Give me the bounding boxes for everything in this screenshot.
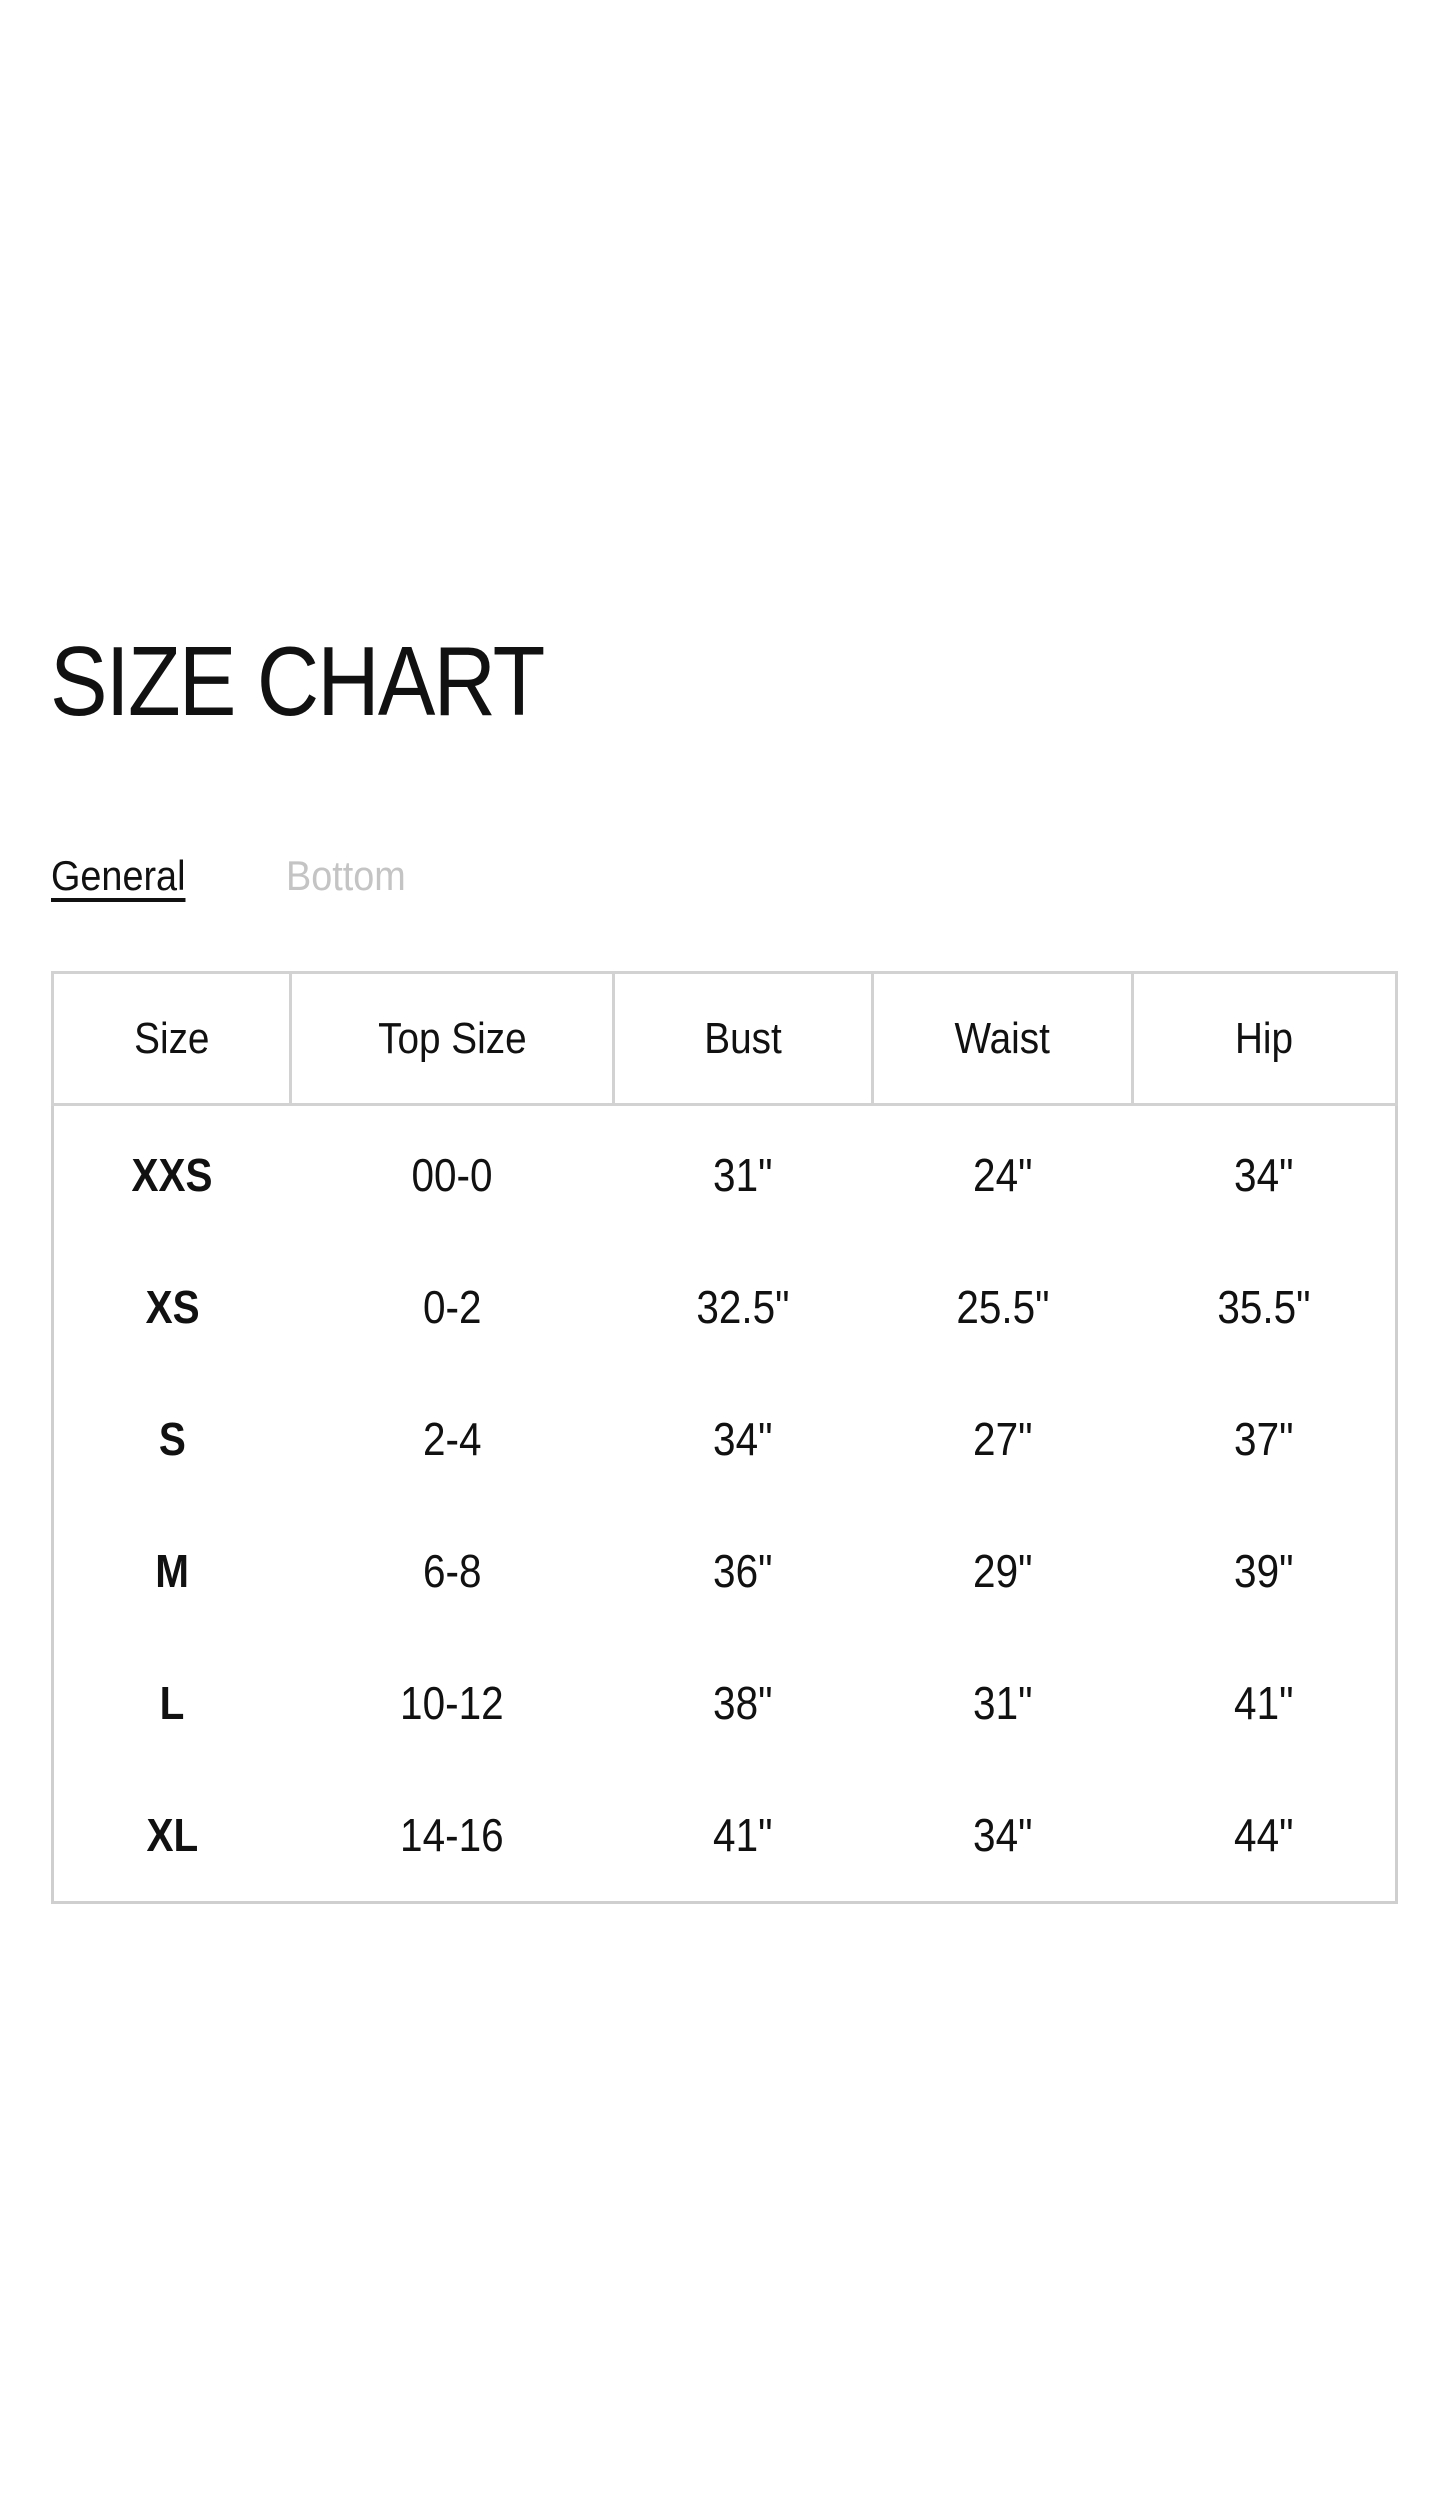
table-row: XXS 00-0 31" 24" 34" <box>53 1105 1397 1242</box>
table-cell: 32.5" <box>696 1281 790 1333</box>
table-cell: 6-8 <box>422 1545 482 1597</box>
table-cell: 34" <box>972 1809 1033 1861</box>
tab-general[interactable]: General <box>51 852 186 899</box>
table-row: M 6-8 36" 29" 39" <box>53 1505 1397 1637</box>
table-cell: 34" <box>1234 1149 1294 1201</box>
table-cell: 44" <box>1234 1809 1294 1861</box>
table-row: XS 0-2 32.5" 25.5" 35.5" <box>53 1241 1397 1373</box>
table-row: S 2-4 34" 27" 37" <box>53 1373 1397 1505</box>
column-header: Bust <box>612 971 874 1106</box>
size-label-cell: XL <box>146 1809 199 1861</box>
table-cell: 2-4 <box>422 1413 482 1465</box>
table-header-row: Size Top Size Bust Waist Hip <box>51 971 1398 1106</box>
table-cell: 14-16 <box>400 1809 504 1861</box>
tab-bottom[interactable]: Bottom <box>286 852 407 899</box>
column-header: Top Size <box>289 971 615 1106</box>
size-chart-tabs: General Bottom <box>51 852 419 900</box>
size-chart-table: Size Top Size Bust Waist Hip XXS 00-0 31" 2… <box>51 971 1398 1904</box>
table-cell: 41" <box>713 1809 773 1861</box>
size-label-cell: S <box>158 1413 186 1465</box>
size-label-cell: XS <box>145 1281 200 1333</box>
table-cell: 34" <box>713 1413 773 1465</box>
table-cell: 41" <box>1234 1677 1294 1729</box>
table-cell: 10-12 <box>400 1677 504 1729</box>
table-cell: 31" <box>972 1677 1033 1729</box>
table-cell: 24" <box>972 1149 1033 1201</box>
size-label-cell: M <box>155 1545 190 1597</box>
table-cell: 36" <box>713 1545 773 1597</box>
column-header: Size <box>51 971 292 1106</box>
page-title: SIZE CHART <box>50 626 545 736</box>
table-cell: 35.5" <box>1217 1281 1311 1333</box>
table-cell: 00-0 <box>411 1149 493 1201</box>
table-cell: 29" <box>972 1545 1033 1597</box>
table-row: XL 14-16 41" 34" 44" <box>53 1769 1397 1903</box>
size-label-cell: XXS <box>131 1149 213 1201</box>
column-header: Waist <box>871 971 1134 1106</box>
column-header: Hip <box>1131 971 1398 1106</box>
table-cell: 31" <box>713 1149 773 1201</box>
table-cell: 27" <box>972 1413 1033 1465</box>
table-row: L 10-12 38" 31" 41" <box>53 1637 1397 1769</box>
table-cell: 25.5" <box>955 1281 1050 1333</box>
size-label-cell: L <box>159 1677 185 1729</box>
table-cell: 38" <box>713 1677 773 1729</box>
table-cell: 37" <box>1234 1413 1294 1465</box>
table-cell: 0-2 <box>422 1281 482 1333</box>
table-cell: 39" <box>1234 1545 1294 1597</box>
